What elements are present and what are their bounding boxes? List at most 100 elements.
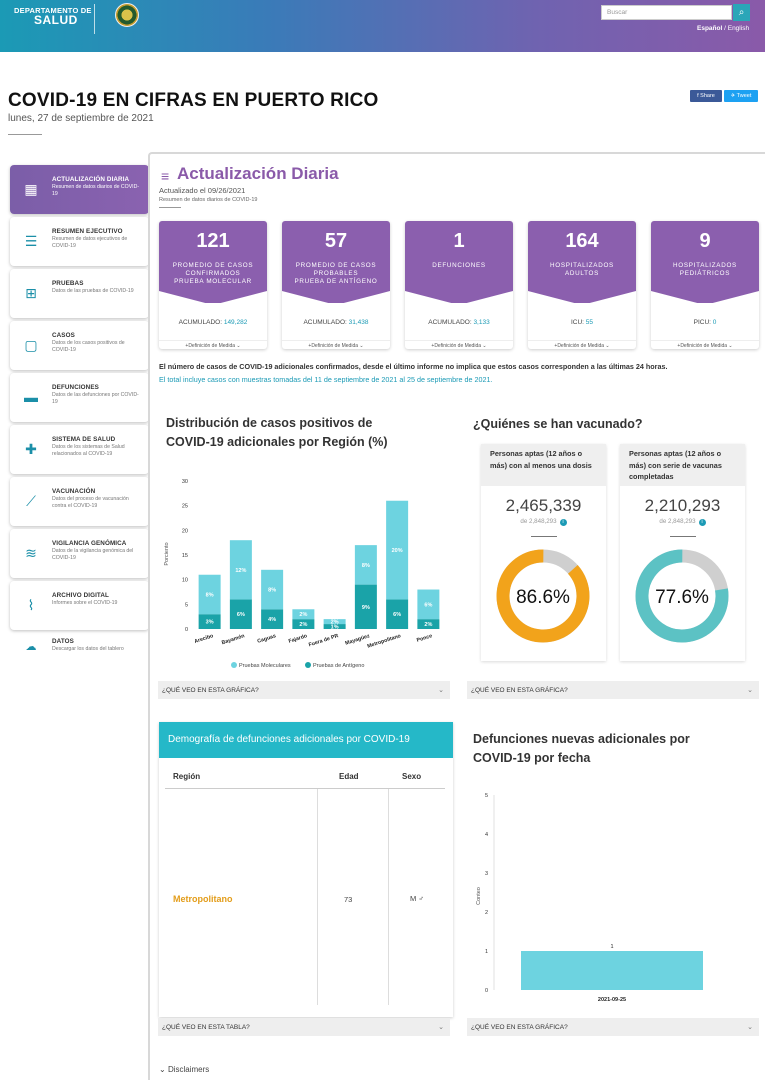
x-tick-label: Fuera de PR <box>308 633 339 648</box>
deaths-faq-toggle[interactable]: ¿QUÉ VEO EN ESTA GRÁFICA? ⌄ <box>467 1018 759 1036</box>
bar-data-label: 9% <box>362 605 370 611</box>
vaccine-count: 2,210,293 <box>644 496 721 515</box>
stat-sub-value: 149,282 <box>223 319 248 326</box>
vaccine-divider <box>531 536 557 537</box>
lang-es-link[interactable]: Español <box>697 25 723 32</box>
sidebar-item-vacunacion[interactable]: ⟋ VACUNACIÓN Datos del proceso de vacuna… <box>10 477 149 526</box>
lang-en-link[interactable]: English <box>727 25 750 32</box>
legend-swatch <box>231 662 237 668</box>
bar-segment <box>229 540 252 600</box>
definition-label: Definición de Medida <box>434 343 482 349</box>
vaccine-faq-toggle[interactable]: ¿QUÉ VEO EN ESTA GRÁFICA? ⌄ <box>467 681 759 699</box>
faq-label: ¿QUÉ VEO EN ESTA GRÁFICA? <box>471 1024 568 1031</box>
note-range: El total incluye casos con muestras toma… <box>159 375 493 384</box>
seal-icon <box>115 3 139 27</box>
table-header-rule <box>165 788 445 789</box>
x-tick-label: Arecibo <box>194 633 215 645</box>
bar-data-label: 6% <box>393 612 401 618</box>
chevron-down-icon: ⌄ <box>438 1024 444 1031</box>
info-icon[interactable]: i <box>559 519 567 526</box>
sidebar-item-pruebas[interactable]: ⊞ PRUEBAS Datos de las pruebas de COVID-… <box>10 269 149 318</box>
info-icon[interactable]: i <box>698 519 706 526</box>
table-column-rule <box>317 789 318 1005</box>
x-tick-label: Fajardo <box>288 633 309 645</box>
y-tick-label: 20 <box>182 528 188 534</box>
demography-table-card: Demografía de defunciones adicionales po… <box>159 722 453 1017</box>
legend-swatch <box>305 662 311 668</box>
sidebar-item-archivo[interactable]: ⌇ ARCHIVO DIGITAL Informes sobre el COVI… <box>10 581 149 630</box>
sidebar-item-desc: Descargar los datos del tablero <box>52 646 124 652</box>
stat-sub-label: ICU: <box>570 319 584 326</box>
stat-label: PROMEDIO DE CASOS PROBABLES PRUEBA DE ANT… <box>286 262 386 286</box>
stat-label-secondary: PRUEBA MOLECULAR <box>174 278 252 285</box>
y-tick-label: 5 <box>185 602 188 608</box>
x-tick-label: 2021-09-25 <box>598 997 626 1003</box>
y-tick-label: 0 <box>485 988 488 994</box>
definition-toggle[interactable]: +Definición de Medida ⌄ <box>651 340 759 349</box>
x-tick-label: Caguas <box>257 633 277 645</box>
definition-toggle[interactable]: +Definición de Medida ⌄ <box>405 340 513 349</box>
stat-value: 57 <box>324 230 348 252</box>
search-input[interactable]: Buscar <box>601 5 732 20</box>
facebook-share-button[interactable]: f Share <box>690 90 722 102</box>
disclaimers-toggle[interactable]: ⌄ Disclaimers <box>159 1065 209 1074</box>
deaths-chart-title-line2: COVID-19 por fecha <box>473 751 591 765</box>
stat-label-main: DEFUNCIONES <box>432 262 486 269</box>
faq-label: ¿QUÉ VEO EN ESTA TABLA? <box>162 1024 250 1031</box>
vaccine-count: 2,465,339 <box>505 496 582 515</box>
definition-toggle[interactable]: +Definición de Medida ⌄ <box>159 340 267 349</box>
bar-data-label: 12% <box>235 568 246 574</box>
definition-toggle[interactable]: +Definición de Medida ⌄ <box>282 340 390 349</box>
search-button[interactable]: ⌕ <box>733 4 750 21</box>
bar-data-label: 4% <box>268 617 276 623</box>
bar-data-label: 8% <box>268 588 276 594</box>
faq-label: ¿QUÉ VEO EN ESTA GRÁFICA? <box>471 687 568 694</box>
bar-segment <box>323 619 346 625</box>
sidebar-item-title: SISTEMA DE SALUD <box>52 436 116 443</box>
sidebar-item-casos[interactable]: ▢ CASOS Datos de los casos positivos de … <box>10 321 149 370</box>
vaccine-section-title: ¿Quiénes se han vacunado? <box>473 417 643 431</box>
dept-logo-name[interactable]: SALUD <box>34 13 78 27</box>
stat-sub: ACUMULADO: 3,133 <box>405 319 513 326</box>
column-header-region: Región <box>173 772 201 781</box>
stat-card-hosp-pediatricos: 9 HOSPITALIZADOS PEDIÁTRICOS PICU: 0 +De… <box>651 221 759 349</box>
y-tick-label: 1 <box>485 949 488 955</box>
definition-toggle[interactable]: +Definición de Medida ⌄ <box>528 340 636 349</box>
vaccine-total-text: de 2,848,293 <box>520 518 557 525</box>
twitter-tweet-button[interactable]: ✈ Tweet <box>724 90 758 102</box>
sidebar-item-vigilancia[interactable]: ≋ VIGILANCIA GENÓMICA Datos de la vigila… <box>10 529 149 578</box>
table-cell-age: 73 <box>344 895 353 904</box>
demography-faq-toggle[interactable]: ¿QUÉ VEO EN ESTA TABLA? ⌄ <box>158 1018 450 1036</box>
x-tick-label: Bayamón <box>221 633 246 646</box>
table-cell-sex: M ♂ <box>410 894 424 903</box>
stat-sub: ICU: 55 <box>528 319 636 326</box>
region-faq-toggle[interactable]: ¿QUÉ VEO EN ESTA GRÁFICA? ⌄ <box>158 681 450 699</box>
section-subtitle: Resumen de datos diarios de COVID-19 <box>159 197 258 203</box>
bar-data-label: 2% <box>299 622 307 628</box>
section-title: Actualización Diaria <box>177 164 339 183</box>
bar-data-label: 20% <box>392 548 403 554</box>
bar-segment <box>292 619 315 629</box>
sidebar-item-actualizacion[interactable]: ▦ ACTUALIZACIÓN DIARIA Resumen de datos … <box>10 165 149 214</box>
bar-segment <box>198 574 221 615</box>
stat-sub: PICU: 0 <box>651 319 759 326</box>
stat-card-header <box>282 221 390 303</box>
sidebar-item-resumen[interactable]: ☰ RESUMEN EJECUTIVO Resumen de datos eje… <box>10 217 149 266</box>
sidebar-item-datos[interactable]: ☁ DATOS Descargar los datos del tablero <box>10 633 149 663</box>
page-title: COVID-19 EN CIFRAS EN PUERTO RICO <box>8 90 379 111</box>
stat-value: 121 <box>196 230 230 252</box>
sidebar-item-defunciones[interactable]: ▬ DEFUNCIONES Datos de las defunciones p… <box>10 373 149 422</box>
y-tick-label: 3 <box>485 871 488 877</box>
stat-value: 164 <box>565 230 599 252</box>
sidebar-item-desc: Informes sobre el COVID-19 <box>52 600 118 606</box>
bar-data-label: 2% <box>299 612 307 618</box>
region-chart-title-line1: Distribución de casos positivos de <box>166 416 373 430</box>
bar-segment <box>386 500 409 600</box>
sidebar-item-sistema-salud[interactable]: ✚ SISTEMA DE SALUD Datos de los sistemas… <box>10 425 149 474</box>
vaccine-card-header: Personas aptas (12 años o más) con serie… <box>620 444 745 486</box>
test-kit-icon: ⊞ <box>25 285 37 301</box>
stat-sub-label: ACUMULADO: <box>428 319 472 326</box>
language-switcher: Español / English <box>697 25 749 32</box>
chevron-down-icon: ⌄ <box>747 1024 753 1031</box>
stat-label-main: HOSPITALIZADOS ADULTOS <box>550 262 614 277</box>
